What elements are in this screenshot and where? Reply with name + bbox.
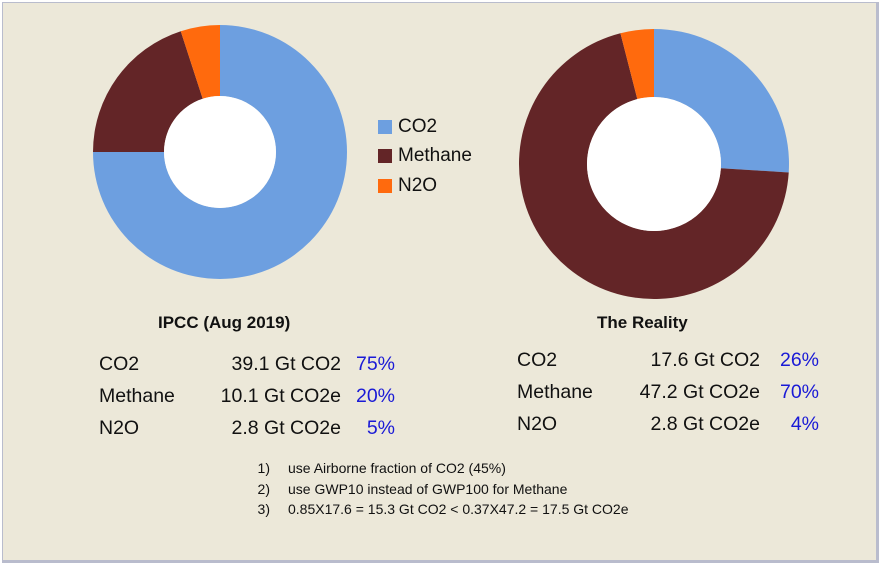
reality-amount: 47.2 Gt CO2e [639, 381, 760, 403]
note-text: use Airborne fraction of CO2 (45%) [288, 460, 506, 477]
ipcc-amount: 39.1 Gt CO2 [231, 353, 341, 375]
ipcc-gas: N2O [99, 417, 140, 439]
reality-gas: N2O [517, 413, 558, 435]
note-item: 2) use GWP10 instead of GWP100 for Metha… [242, 479, 629, 500]
note-number: 1) [257, 460, 270, 477]
ipcc-heading: IPCC (Aug 2019) [158, 313, 291, 332]
legend-label-n2o: N2O [398, 174, 438, 196]
reality-amount: 17.6 Gt CO2 [650, 349, 760, 371]
ipcc-pct: 5% [366, 417, 395, 439]
legend: CO2 Methane N2O [378, 112, 472, 201]
reality-pct: 26% [779, 349, 819, 371]
reality-heading: The Reality [597, 313, 688, 332]
ipcc-pct: 20% [355, 385, 395, 407]
ipcc-row-co2: CO2 39.1 Gt CO2 75% [99, 353, 399, 385]
notes-list: 1) use Airborne fraction of CO2 (45%) 2)… [242, 458, 629, 520]
ipcc-slice-co2 [93, 25, 347, 279]
ipcc-row-n2o: N2O 2.8 Gt CO2e 5% [99, 417, 399, 449]
legend-item-methane: Methane [378, 142, 472, 172]
reality-amount: 2.8 Gt CO2e [650, 413, 760, 435]
ipcc-gas: CO2 [99, 353, 140, 375]
reality-slice-n2o [620, 29, 654, 100]
reality-gas: Methane [517, 381, 593, 403]
ipcc-row-methane: Methane 10.1 Gt CO2e 20% [99, 385, 399, 417]
ipcc-amount: 10.1 Gt CO2e [220, 385, 341, 407]
legend-swatch-methane [378, 149, 392, 164]
reality-row-co2: CO2 17.6 Gt CO2 26% [517, 349, 821, 381]
ipcc-amount: 2.8 Gt CO2e [231, 417, 341, 439]
legend-label-methane: Methane [398, 145, 472, 167]
reality-row-methane: Methane 47.2 Gt CO2e 70% [517, 381, 821, 413]
legend-label-co2: CO2 [398, 115, 438, 137]
note-number: 3) [257, 501, 270, 518]
note-text: 0.85X17.6 = 15.3 Gt CO2 < 0.37X47.2 = 17… [288, 501, 629, 518]
legend-item-co2: CO2 [378, 112, 472, 142]
reality-pct: 70% [779, 381, 819, 403]
legend-swatch-co2 [378, 119, 392, 134]
reality-gas: CO2 [517, 349, 558, 371]
note-item: 1) use Airborne fraction of CO2 (45%) [242, 458, 629, 479]
reality-slice-co2 [654, 29, 789, 173]
ipcc-donut-hole [164, 96, 276, 208]
ipcc-gas: Methane [99, 385, 175, 407]
reality-donut-hole [587, 97, 721, 231]
legend-swatch-n2o [378, 178, 392, 193]
ipcc-pct: 75% [355, 353, 395, 375]
ipcc-slice-methane [93, 31, 203, 153]
reality-table: CO2 17.6 Gt CO2 26% Methane 47.2 Gt CO2e… [517, 349, 821, 445]
ipcc-slice-n2o [180, 25, 220, 99]
reality-pct: 4% [790, 413, 819, 435]
legend-item-n2o: N2O [378, 171, 472, 201]
note-number: 2) [257, 480, 270, 497]
reality-row-n2o: N2O 2.8 Gt CO2e 4% [517, 413, 821, 445]
ipcc-table: CO2 39.1 Gt CO2 75% Methane 10.1 Gt CO2e… [99, 353, 399, 449]
note-item: 3) 0.85X17.6 = 15.3 Gt CO2 < 0.37X47.2 =… [242, 499, 629, 520]
reality-slice-methane [518, 33, 789, 299]
note-text: use GWP10 instead of GWP100 for Methane [288, 480, 568, 497]
